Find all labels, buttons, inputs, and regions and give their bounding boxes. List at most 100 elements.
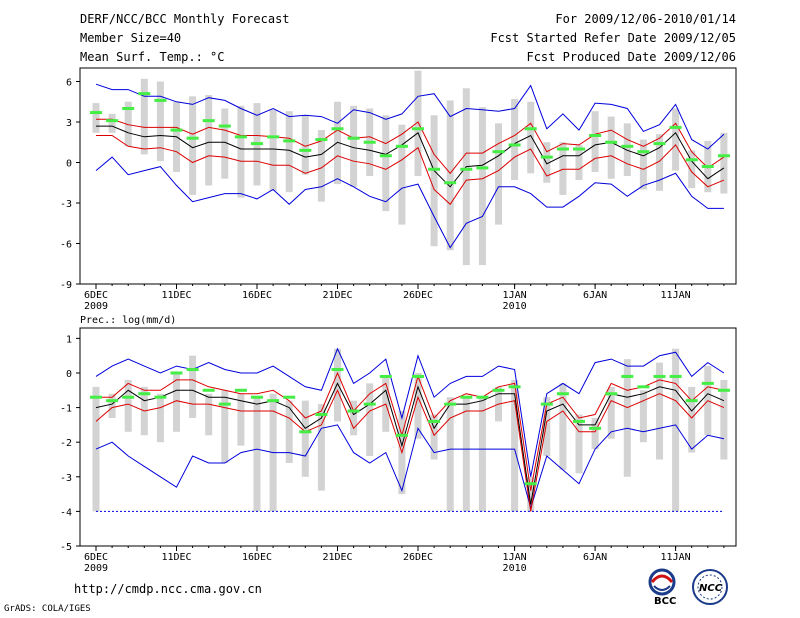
header-variable: Mean Surf. Temp.: °C: [80, 50, 225, 64]
median-mark: [492, 150, 505, 154]
header-member-size: Member Size=40: [80, 31, 182, 45]
median-mark: [524, 127, 537, 131]
x-tick-year: 2010: [503, 301, 527, 312]
box-bar: [575, 144, 583, 181]
x-tick-label: 16DEC: [242, 290, 272, 301]
box-bar: [543, 397, 551, 457]
median-mark: [460, 395, 473, 399]
y-tick-label: 0: [66, 369, 72, 380]
median-mark: [428, 419, 441, 423]
median-mark: [218, 124, 231, 128]
box-bar: [591, 417, 599, 450]
y-tick-label: 1: [66, 334, 72, 345]
box-bar: [446, 397, 454, 512]
footer-grads: GrADS: COLA/IGES: [4, 604, 91, 614]
box-bar: [205, 95, 213, 186]
median-mark: [170, 128, 183, 132]
median-mark: [395, 144, 408, 148]
median-mark: [363, 402, 376, 406]
median-mark: [267, 399, 280, 403]
y-tick-label: 3: [66, 118, 72, 129]
box-bar: [559, 383, 567, 470]
box-bar: [462, 88, 470, 266]
y-tick-label: -4: [60, 507, 72, 518]
x-tick-label: 26DEC: [403, 290, 433, 301]
bcc-logo-text: BCC: [654, 596, 676, 606]
box-bar: [317, 404, 325, 491]
box-bar: [334, 348, 341, 422]
median-mark: [717, 154, 730, 158]
box-bar: [430, 115, 438, 247]
median-mark: [347, 409, 360, 413]
median-mark: [444, 181, 457, 185]
median-mark: [556, 392, 569, 396]
x-tick-label: 21DEC: [322, 552, 352, 563]
box-bar: [398, 124, 406, 225]
box-bar: [301, 400, 309, 477]
median-mark: [589, 134, 602, 137]
box-bar: [688, 150, 696, 189]
box-bar: [108, 113, 116, 133]
box-bar: [124, 379, 132, 432]
box-bar: [221, 108, 229, 179]
x-tick-year: 2009: [84, 301, 108, 312]
box-bar: [446, 100, 454, 251]
box-bar: [205, 393, 213, 436]
y-tick-label: -3: [60, 473, 72, 484]
box-bar: [253, 397, 261, 512]
median-mark: [363, 140, 376, 144]
box-bar: [189, 355, 197, 418]
box-bar: [366, 383, 374, 457]
median-mark: [701, 165, 714, 169]
box-bar: [92, 103, 100, 133]
median-mark: [669, 374, 682, 378]
box-bar: [688, 386, 696, 453]
median-mark: [218, 402, 231, 406]
median-mark: [637, 150, 650, 154]
x-tick-label: 11DEC: [161, 552, 191, 563]
box-bar: [350, 400, 358, 436]
box-bar: [92, 386, 100, 512]
median-mark: [492, 388, 505, 392]
median-mark: [122, 107, 135, 110]
median-mark: [412, 127, 424, 131]
box-bar: [462, 397, 470, 512]
box-bar: [639, 139, 647, 190]
box-bar: [639, 390, 647, 443]
median-mark: [122, 395, 135, 399]
median-mark: [234, 388, 247, 392]
box-bar: [656, 362, 663, 460]
median-mark: [138, 392, 151, 396]
median-mark: [508, 385, 521, 389]
median-mark: [331, 127, 344, 131]
box-bar: [221, 390, 229, 463]
median-mark: [138, 92, 151, 96]
x-tick-label: 21DEC: [322, 290, 352, 301]
y-tick-label: -9: [60, 280, 72, 291]
footer-url: http://cmdp.ncc.cma.gov.cn: [74, 582, 262, 596]
x-tick-label: 6DEC: [84, 552, 108, 563]
median-mark: [621, 144, 634, 148]
box-bar: [237, 393, 245, 446]
median-mark: [717, 388, 730, 392]
median-mark: [283, 395, 296, 399]
panel-title-precip: Prec.: log(mm/d): [80, 315, 176, 326]
median-mark: [347, 136, 360, 140]
median-mark: [299, 430, 312, 434]
x-tick-label: 1JAN: [503, 552, 527, 563]
panel-frame: [79, 327, 737, 547]
box-bar: [156, 81, 164, 162]
median-mark: [653, 374, 666, 378]
x-tick-year: 2009: [84, 563, 108, 574]
median-mark: [460, 167, 473, 171]
y-tick-label: 0: [66, 159, 72, 170]
x-tick-label: 11JAN: [661, 552, 691, 563]
median-mark: [234, 135, 247, 139]
median-mark: [251, 142, 263, 146]
median-mark: [251, 395, 263, 399]
mean-line: [95, 382, 725, 505]
max-line: [95, 347, 725, 477]
median-mark: [524, 482, 537, 486]
header-produced-date: Fcst Produced Date 2009/12/06: [526, 50, 736, 64]
